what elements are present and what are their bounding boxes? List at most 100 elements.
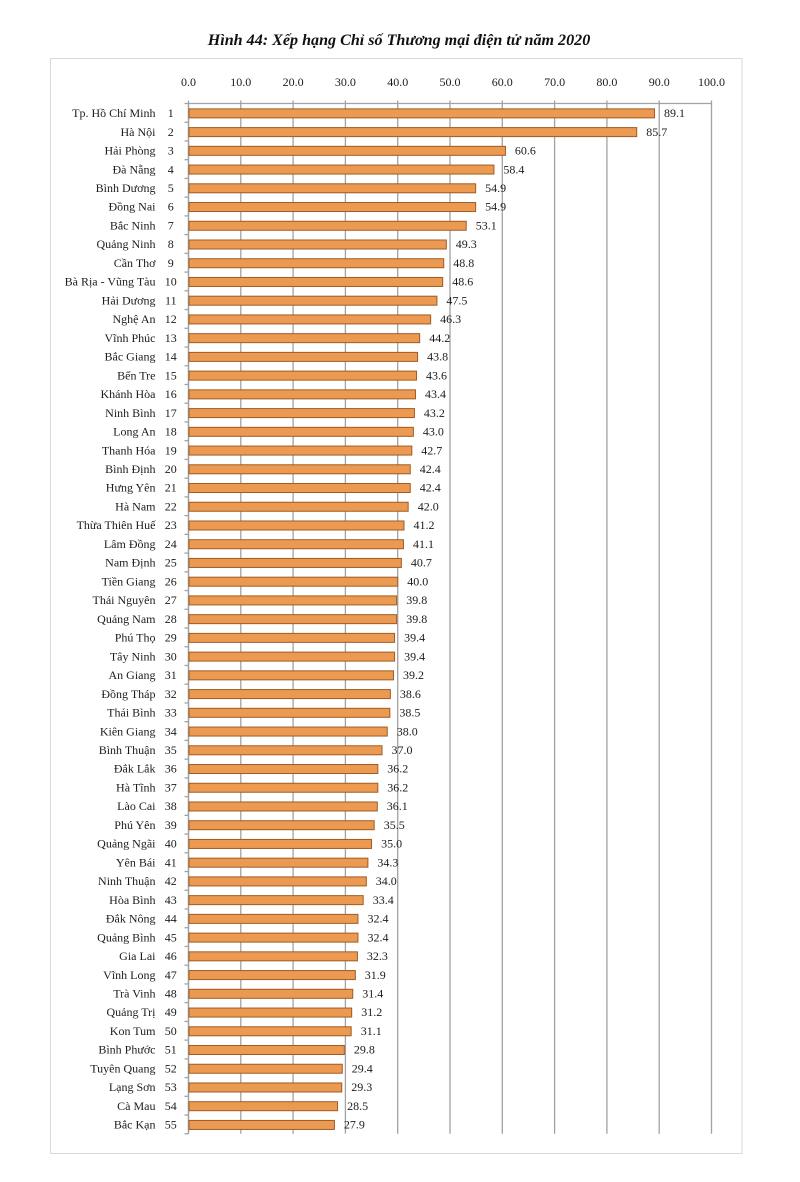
svg-text:Kon Tum: Kon Tum (110, 1024, 156, 1038)
svg-text:14: 14 (165, 350, 177, 364)
svg-text:Đắk Nông: Đắk Nông (106, 912, 156, 926)
svg-text:53: 53 (165, 1080, 177, 1094)
svg-text:90.0: 90.0 (649, 75, 670, 89)
svg-text:35: 35 (165, 743, 177, 757)
svg-text:36.2: 36.2 (387, 762, 408, 776)
svg-text:Đồng Nai: Đồng Nai (109, 200, 157, 214)
svg-text:Hải Phòng: Hải Phòng (105, 144, 156, 158)
svg-text:27.9: 27.9 (344, 1118, 365, 1132)
svg-text:43.2: 43.2 (424, 406, 445, 420)
svg-text:Trà Vinh: Trà Vinh (113, 987, 155, 1001)
svg-text:Bình Phước: Bình Phước (98, 1043, 155, 1057)
svg-text:70.0: 70.0 (544, 75, 565, 89)
svg-text:35.5: 35.5 (384, 818, 405, 832)
svg-text:Tp. Hồ Chí Minh: Tp. Hồ Chí Minh (72, 106, 155, 120)
svg-text:45: 45 (165, 930, 177, 944)
svg-text:Hình 44: Xếp hạng Chỉ số Thươn: Hình 44: Xếp hạng Chỉ số Thương mại điện… (207, 32, 591, 49)
svg-text:35.0: 35.0 (381, 837, 402, 851)
svg-text:36: 36 (165, 762, 177, 776)
svg-text:27: 27 (165, 593, 177, 607)
svg-text:43: 43 (165, 893, 177, 907)
svg-text:An Giang: An Giang (109, 668, 156, 682)
svg-text:53.1: 53.1 (476, 218, 497, 232)
svg-text:Bình Định: Bình Định (105, 462, 155, 476)
svg-text:Quảng Ngãi: Quảng Ngãi (97, 837, 156, 851)
svg-text:Thanh Hóa: Thanh Hóa (102, 443, 156, 457)
svg-text:6: 6 (168, 200, 174, 214)
svg-text:31.2: 31.2 (361, 1005, 382, 1019)
svg-text:Bắc Ninh: Bắc Ninh (110, 218, 156, 232)
svg-text:37.0: 37.0 (392, 743, 413, 757)
svg-text:26: 26 (165, 574, 177, 588)
svg-text:41: 41 (165, 855, 177, 869)
svg-text:51: 51 (165, 1043, 177, 1057)
svg-text:Phú Yên: Phú Yên (114, 818, 155, 832)
svg-text:18: 18 (165, 425, 177, 439)
svg-text:20: 20 (165, 462, 177, 476)
svg-text:Long An: Long An (113, 425, 155, 439)
svg-text:30: 30 (165, 649, 177, 663)
svg-text:11: 11 (165, 293, 177, 307)
svg-text:8: 8 (168, 237, 174, 251)
svg-text:29.3: 29.3 (351, 1080, 372, 1094)
svg-text:39.4: 39.4 (404, 631, 425, 645)
svg-text:7: 7 (168, 218, 174, 232)
svg-text:36.2: 36.2 (387, 780, 408, 794)
svg-text:42.4: 42.4 (420, 481, 441, 495)
svg-text:47.5: 47.5 (446, 293, 467, 307)
svg-text:85.7: 85.7 (646, 125, 667, 139)
svg-text:12: 12 (165, 312, 177, 326)
svg-text:19: 19 (165, 443, 177, 457)
svg-text:Tiền Giang: Tiền Giang (102, 574, 156, 588)
svg-text:39.8: 39.8 (406, 612, 427, 626)
svg-text:41.1: 41.1 (413, 537, 434, 551)
svg-text:0.0: 0.0 (181, 75, 196, 89)
svg-text:Hưng Yên: Hưng Yên (106, 481, 156, 495)
svg-text:Bắc Giang: Bắc Giang (105, 350, 156, 364)
svg-text:39.2: 39.2 (403, 668, 424, 682)
svg-text:48: 48 (165, 987, 177, 1001)
svg-text:34: 34 (165, 724, 177, 738)
svg-text:Yên Bái: Yên Bái (116, 855, 156, 869)
svg-text:Quảng Nam: Quảng Nam (97, 612, 156, 626)
svg-text:39.4: 39.4 (404, 649, 425, 663)
svg-text:42.7: 42.7 (421, 443, 442, 457)
svg-text:37: 37 (165, 780, 177, 794)
svg-text:Vĩnh Phúc: Vĩnh Phúc (105, 331, 156, 345)
svg-text:43.0: 43.0 (423, 425, 444, 439)
svg-text:41.2: 41.2 (414, 518, 435, 532)
svg-text:2: 2 (168, 125, 174, 139)
svg-text:31.9: 31.9 (365, 968, 386, 982)
svg-text:100.0: 100.0 (698, 75, 725, 89)
svg-text:Bình Dương: Bình Dương (96, 181, 156, 195)
svg-text:33: 33 (165, 706, 177, 720)
svg-text:13: 13 (165, 331, 177, 345)
svg-text:38.6: 38.6 (400, 687, 421, 701)
svg-text:9: 9 (168, 256, 174, 270)
svg-text:Thái Nguyên: Thái Nguyên (93, 593, 156, 607)
svg-text:50: 50 (165, 1024, 177, 1038)
svg-text:Bà Rịa - Vũng Tàu: Bà Rịa - Vũng Tàu (65, 275, 156, 289)
svg-text:44: 44 (165, 912, 177, 926)
svg-text:38.0: 38.0 (397, 724, 418, 738)
svg-text:42: 42 (165, 874, 177, 888)
svg-text:Quảng Trị: Quảng Trị (106, 1005, 156, 1019)
svg-text:20.0: 20.0 (283, 75, 304, 89)
svg-text:54.9: 54.9 (485, 181, 506, 195)
svg-text:39.8: 39.8 (406, 593, 427, 607)
svg-text:Hà Nội: Hà Nội (121, 125, 157, 139)
svg-text:Bắc Kạn: Bắc Kạn (114, 1118, 156, 1132)
svg-text:Phú Thọ: Phú Thọ (115, 631, 156, 645)
svg-text:33.4: 33.4 (373, 893, 394, 907)
svg-text:Lâm Đồng: Lâm Đồng (104, 537, 156, 551)
svg-text:Tuyên Quang: Tuyên Quang (90, 1061, 155, 1075)
svg-text:48.8: 48.8 (453, 256, 474, 270)
svg-text:89.1: 89.1 (664, 106, 685, 120)
svg-text:1: 1 (168, 106, 174, 120)
svg-text:28.5: 28.5 (347, 1099, 368, 1113)
svg-text:10: 10 (165, 275, 177, 289)
svg-text:60.0: 60.0 (492, 75, 513, 89)
svg-text:Vĩnh Long: Vĩnh Long (103, 968, 155, 982)
svg-text:32.3: 32.3 (367, 949, 388, 963)
svg-text:36.1: 36.1 (387, 799, 408, 813)
